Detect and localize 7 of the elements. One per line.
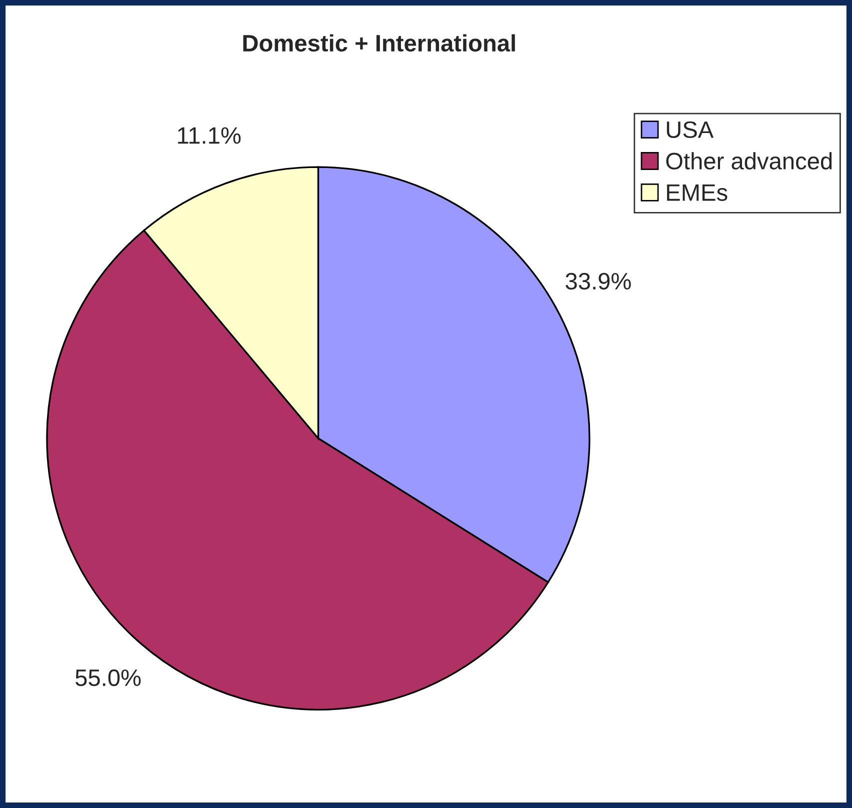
legend-label: Other advanced — [666, 152, 832, 170]
chart-title: Domestic + International — [243, 34, 515, 52]
data-label: 33.9% — [566, 272, 631, 290]
data-label: 55.0% — [76, 669, 141, 686]
legend-label: EMEs — [667, 184, 728, 201]
legend-label: USA — [666, 121, 714, 138]
data-label: 11.1% — [178, 127, 241, 144]
